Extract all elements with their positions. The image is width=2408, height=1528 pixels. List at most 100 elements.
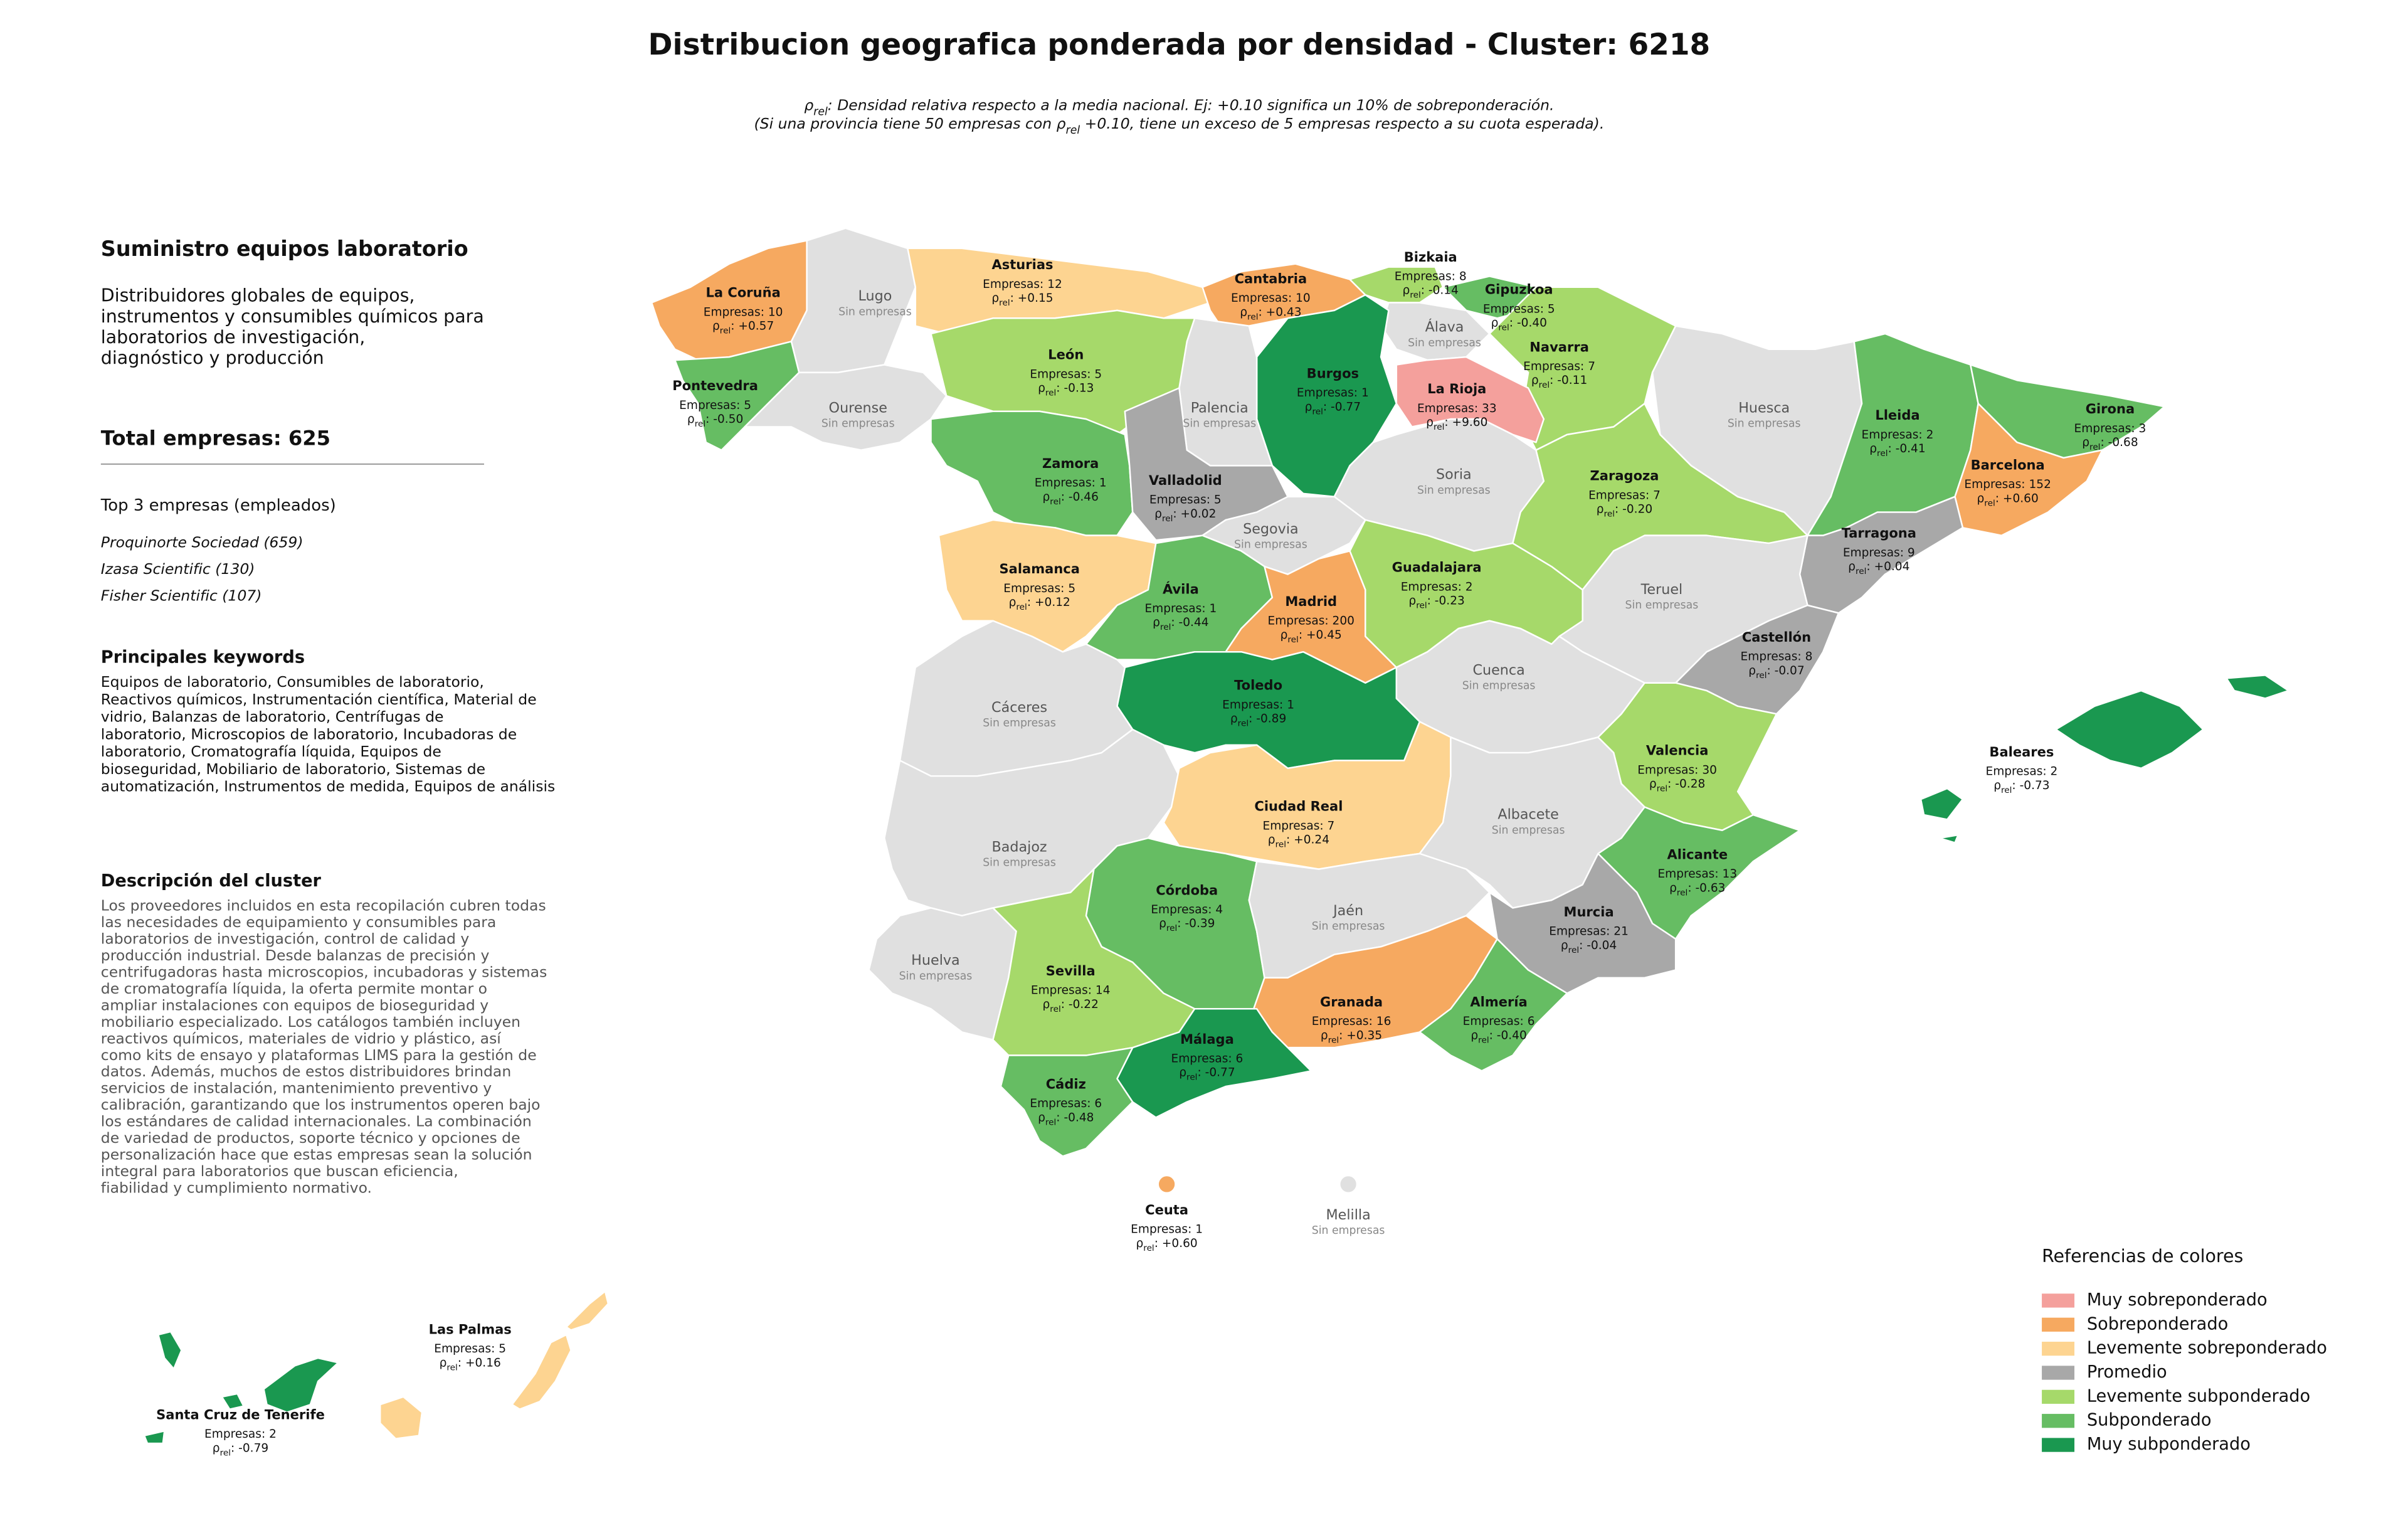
province-count: Empresas: 1 xyxy=(1297,386,1369,400)
count-label: Empresas: xyxy=(704,305,764,319)
rho-sep: : xyxy=(1888,442,1892,455)
rho-sep: : xyxy=(1171,616,1175,629)
legend-title: Referencias de colores xyxy=(2042,1246,2243,1266)
rho-value: -0.89 xyxy=(1256,712,1286,725)
rho-symbol: ρ xyxy=(1408,594,1416,607)
rho-sep: : xyxy=(2012,779,2015,792)
province-name: Cáceres xyxy=(991,699,1047,716)
province-rho: ρrel: -0.28 xyxy=(1649,777,1705,794)
count-label: Empresas: xyxy=(2074,422,2135,435)
rho-sep: : xyxy=(1995,492,1999,505)
count-label: Empresas: xyxy=(1222,698,1283,711)
rho-value: -0.40 xyxy=(1517,316,1547,329)
note-text: +0.10, tiene un exceso de 5 empresas res… xyxy=(1085,114,1605,132)
count-label: Empresas: xyxy=(1171,1052,1232,1065)
count-value: 21 xyxy=(1613,925,1629,938)
rho-subscript: rel xyxy=(1657,784,1667,794)
legend-label: Muy sobreponderado xyxy=(2087,1290,2268,1310)
rho-sep: : xyxy=(231,1441,235,1455)
rho-symbol: ρ xyxy=(440,1356,447,1369)
count-label: Empresas: xyxy=(1144,602,1205,615)
rho-symbol: ρ xyxy=(1848,560,1856,573)
rho-symbol: ρ xyxy=(712,319,720,332)
rho-symbol: ρ xyxy=(1057,114,1066,132)
count-label: Empresas: xyxy=(1267,614,1328,627)
province-rho: ρrel: -0.22 xyxy=(1043,997,1099,1014)
province-shape xyxy=(221,1393,245,1410)
description-line: de cromatografía líquida, la oferta perm… xyxy=(101,980,487,997)
count-value: 5 xyxy=(1214,493,1222,506)
province-count: Empresas: 7 xyxy=(1588,489,1661,502)
rho-subscript: rel xyxy=(1050,1004,1060,1014)
legend-label: Levemente subponderado xyxy=(2087,1386,2310,1406)
rho-sep: : xyxy=(458,1356,462,1369)
count-value: 7 xyxy=(1653,489,1661,502)
province-count: Empresas: 1 xyxy=(1131,1223,1203,1236)
province-name: Salamanca xyxy=(1000,561,1080,576)
count-value: 14 xyxy=(1096,984,1111,997)
province-rho: ρrel: -0.50 xyxy=(687,413,743,430)
rho-value: +0.35 xyxy=(1346,1029,1382,1042)
total: Total empresas: 625 xyxy=(101,426,330,450)
rho-symbol: ρ xyxy=(1531,374,1539,387)
rho-subscript: rel xyxy=(1478,1035,1489,1045)
rho-value: -0.77 xyxy=(1331,400,1361,413)
province-name: Teruel xyxy=(1640,581,1683,598)
province-count: Empresas: 200 xyxy=(1267,614,1354,627)
count-label: Empresas: xyxy=(1843,546,1904,559)
province-name: Granada xyxy=(1320,994,1383,1009)
rho-value: -0.11 xyxy=(1557,374,1587,387)
province-name: Navarra xyxy=(1529,339,1589,354)
no-data-label: Sin empresas xyxy=(1183,418,1256,430)
keywords-line: laboratorio, Microscopios de laboratorio… xyxy=(101,725,517,743)
rho-subscript: rel xyxy=(1410,290,1420,300)
province-count: Empresas: 30 xyxy=(1637,763,1717,777)
rho-sep: : xyxy=(1056,381,1060,395)
sidebar-heading: Suministro equipos laboratorio xyxy=(101,236,468,261)
count-label: Empresas: xyxy=(983,277,1043,290)
rho-subscript: rel xyxy=(1016,602,1027,612)
province-shape xyxy=(2055,689,2204,770)
rho-value: -0.44 xyxy=(1179,616,1209,629)
count-value: 7 xyxy=(1328,819,1335,832)
rho-value: -0.46 xyxy=(1069,490,1099,503)
rho-subscript: rel xyxy=(1498,323,1509,333)
province-count: Empresas: 6 xyxy=(1171,1052,1244,1065)
province-rho: ρrel: +0.57 xyxy=(712,319,774,336)
legend-label: Levemente sobreponderado xyxy=(2087,1339,2327,1358)
description-line: integral para laboratorios que buscan ef… xyxy=(101,1162,458,1180)
rho-symbol: ρ xyxy=(1869,442,1877,455)
rho-value: -0.79 xyxy=(238,1441,268,1455)
province-name: Cádiz xyxy=(1046,1076,1086,1092)
legend-swatch xyxy=(2042,1317,2075,1332)
note-line: ρrel: Densidad relativa respecto a la me… xyxy=(804,96,1554,119)
province-count: Empresas: 10 xyxy=(1231,292,1311,305)
province-shape xyxy=(379,1396,423,1440)
province-rho: ρrel: +0.45 xyxy=(1281,629,1342,645)
rho-symbol: ρ xyxy=(1649,777,1657,790)
count-label: Empresas: xyxy=(1297,386,1358,400)
rho-symbol: ρ xyxy=(1230,712,1238,725)
title: Distribucion geografica ponderada por de… xyxy=(648,28,1711,62)
top-item: Fisher Scientific (107) xyxy=(101,587,262,605)
keywords-line: Equipos de laboratorio, Consumibles de l… xyxy=(101,673,484,691)
count-value: 5 xyxy=(1068,581,1075,595)
province-rho: ρrel: -0.68 xyxy=(2082,436,2138,453)
count-value: 2 xyxy=(1926,428,1934,441)
rho-sep: : xyxy=(1667,777,1671,790)
province-name: Alicante xyxy=(1667,846,1728,862)
rho-subscript: rel xyxy=(1166,923,1177,933)
rho-symbol: ρ xyxy=(1043,997,1050,1011)
rho-value: -0.73 xyxy=(2020,779,2050,792)
province-name: Madrid xyxy=(1285,593,1337,609)
province-count: Empresas: 21 xyxy=(1549,925,1629,938)
top-item: Izasa Scientific (130) xyxy=(101,560,255,578)
rho-sep: : xyxy=(1489,1029,1493,1042)
count-value: 33 xyxy=(1482,401,1497,415)
rho-value: -0.40 xyxy=(1497,1029,1527,1042)
rho-symbol: ρ xyxy=(1403,284,1410,297)
province-rho: ρrel: -0.14 xyxy=(1403,284,1459,300)
no-data-label: Sin empresas xyxy=(983,717,1056,730)
rho-sep: : xyxy=(1061,490,1065,503)
